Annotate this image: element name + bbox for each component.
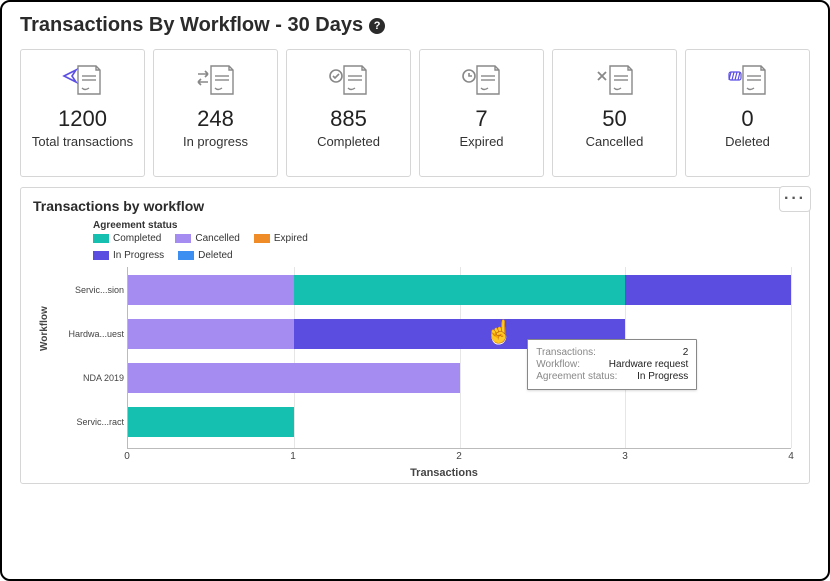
check-circle-icon [326,62,372,100]
card-value: 1200 [58,106,107,132]
card-value: 248 [197,106,234,132]
bar-segment-cancelled[interactable] [128,319,294,349]
legend-item-expired[interactable]: Expired [254,233,308,244]
card-label: Deleted [725,134,770,150]
summary-cards: 1200 Total transactions 248 In progress … [20,49,810,177]
panel-menu-button[interactable]: ··· [779,186,811,212]
bar-segment-in-progress[interactable] [625,275,791,305]
x-tick-label: 3 [622,451,628,462]
help-icon[interactable]: ? [369,18,385,34]
tooltip-key: Agreement status: [536,371,617,382]
x-axis-title: Transactions [97,467,791,479]
bar-row[interactable] [128,275,791,305]
page-title: Transactions By Workflow - 30 Days ? [20,14,810,37]
panel-title: Transactions by workflow [33,198,797,214]
legend-item-in-progress[interactable]: In Progress [93,250,164,261]
legend-swatch [175,234,191,243]
tooltip-key: Transactions: [536,347,596,358]
chart-tooltip: Transactions: 2 Workflow: Hardware reques… [527,339,697,390]
card-value: 7 [475,106,487,132]
legend-title: Agreement status [93,220,797,231]
card-value: 50 [602,106,626,132]
tooltip-value: In Progress [637,371,688,382]
gridline [791,267,792,448]
chart-panel: ··· Transactions by workflow Agreement s… [20,187,810,484]
legend-swatch [178,251,194,260]
legend-swatch [93,251,109,260]
send-icon [60,62,106,100]
page-title-text: Transactions By Workflow - 30 Days [20,14,363,37]
x-tick-label: 2 [456,451,462,462]
y-axis-title: Workflow [39,306,50,351]
legend-swatch [93,234,109,243]
tooltip-value: Hardware request [609,359,688,370]
card-expired[interactable]: 7 Expired [419,49,544,177]
bar-segment-completed[interactable] [294,275,626,305]
tooltip-key: Workflow: [536,359,580,370]
card-value: 885 [330,106,367,132]
bar-segment-completed[interactable] [128,407,294,437]
x-tick-label: 4 [788,451,794,462]
legend-item-completed[interactable]: Completed [93,233,161,244]
card-in_progress[interactable]: 248 In progress [153,49,278,177]
card-cancelled[interactable]: 50 Cancelled [552,49,677,177]
card-label: In progress [183,134,248,150]
legend-label: In Progress [113,250,164,261]
card-label: Completed [317,134,380,150]
workflow-bar-chart: Workflow Servic...sionHardwa...uestNDA 2… [97,267,791,475]
x-ticks: 0 1 2 3 4 [127,451,791,463]
legend-label: Deleted [198,250,232,261]
swap-icon [193,62,239,100]
card-deleted[interactable]: 0 Deleted [685,49,810,177]
card-label: Cancelled [586,134,644,150]
hash-icon [725,62,771,100]
clock-icon [459,62,505,100]
card-total[interactable]: 1200 Total transactions [20,49,145,177]
card-completed[interactable]: 885 Completed [286,49,411,177]
legend-item-deleted[interactable]: Deleted [178,250,232,261]
legend-label: Completed [113,233,161,244]
y-tick-label: Servic...sion [68,285,124,295]
cross-icon [592,62,638,100]
x-tick-label: 0 [124,451,130,462]
bar-row[interactable] [128,407,791,437]
legend-swatch [254,234,270,243]
card-label: Total transactions [32,134,133,150]
bar-segment-cancelled[interactable] [128,275,294,305]
bar-segment-cancelled[interactable] [128,363,460,393]
x-tick-label: 1 [290,451,296,462]
y-tick-label: Servic...ract [68,417,124,427]
legend-label: Expired [274,233,308,244]
legend-item-cancelled[interactable]: Cancelled [175,233,239,244]
legend-label: Cancelled [195,233,239,244]
y-tick-label: Hardwa...uest [68,329,124,339]
card-label: Expired [459,134,503,150]
card-value: 0 [741,106,753,132]
y-tick-label: NDA 2019 [68,373,124,383]
tooltip-value: 2 [683,347,689,358]
legend: Completed Cancelled Expired In Progress … [93,233,353,261]
